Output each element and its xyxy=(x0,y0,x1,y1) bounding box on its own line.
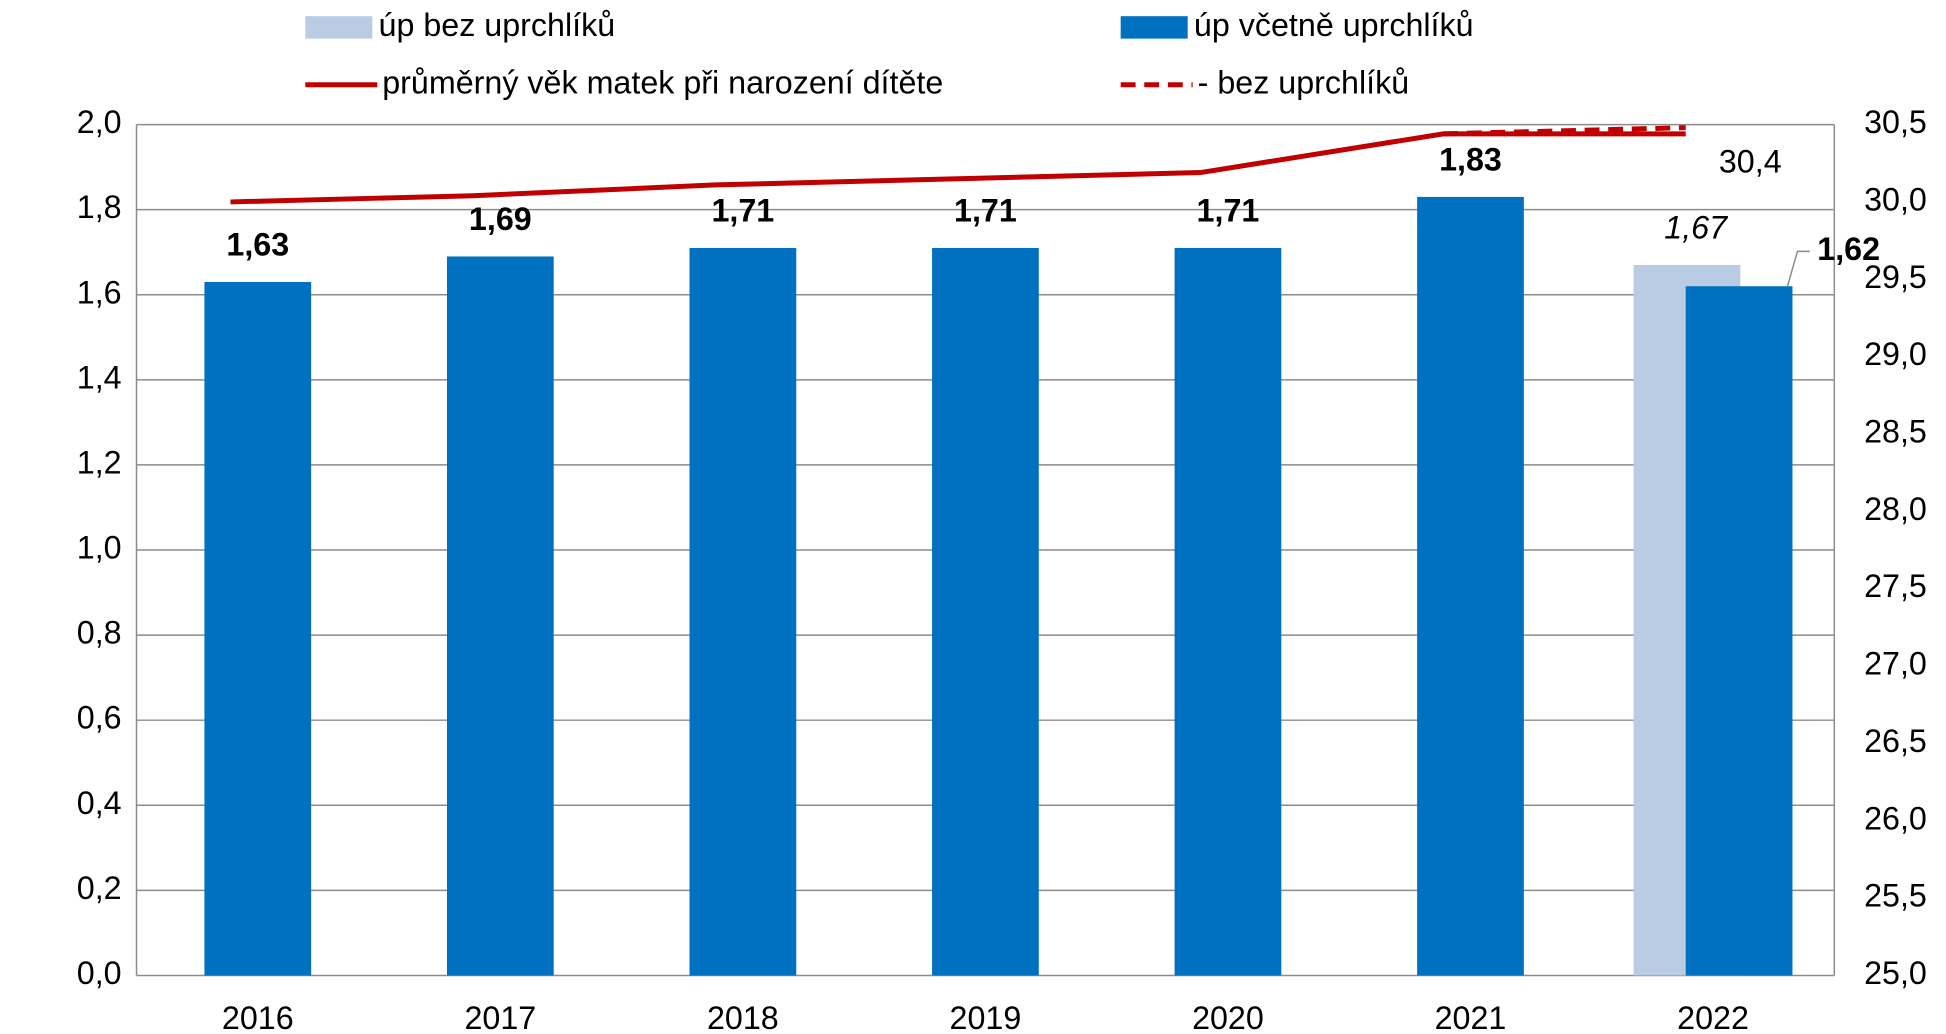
y-tick-label: 1,0 xyxy=(77,530,122,566)
y-tick-label: 0,8 xyxy=(77,615,122,651)
data-label: 1,63 xyxy=(226,227,289,263)
y-tick-label: 0,4 xyxy=(77,785,122,821)
x-tick-label: 2017 xyxy=(464,1000,536,1034)
x-tick-label: 2021 xyxy=(1435,1000,1507,1034)
data-label: 1,62 xyxy=(1817,231,1880,267)
y-tick-label: 2,0 xyxy=(77,104,122,140)
y-tick-label: 0,2 xyxy=(77,870,122,906)
data-label: 1,71 xyxy=(954,193,1017,229)
y-tick-label: 1,6 xyxy=(77,274,122,310)
y2-tick-label: 30,0 xyxy=(1864,181,1927,217)
y-tick-label: 1,2 xyxy=(77,444,122,480)
x-tick-label: 2022 xyxy=(1677,1000,1749,1034)
bar xyxy=(689,247,797,976)
y2-tick-label: 25,0 xyxy=(1864,955,1927,991)
legend-label: - bez uprchlíků xyxy=(1198,64,1410,100)
bar xyxy=(932,247,1039,976)
legend-label: průměrný věk matek při narození dítěte xyxy=(382,64,943,100)
y-tick-label: 0,0 xyxy=(77,955,122,991)
legend-label: úp včetně uprchlíků xyxy=(1194,7,1474,43)
bar xyxy=(1174,247,1282,976)
data-label: 1,83 xyxy=(1439,142,1502,178)
x-tick-label: 2020 xyxy=(1192,1000,1264,1034)
x-tick-label: 2018 xyxy=(707,1000,779,1034)
y2-tick-label: 26,5 xyxy=(1864,723,1927,759)
y2-tick-label: 25,5 xyxy=(1864,878,1927,914)
y2-tick-label: 29,5 xyxy=(1864,259,1927,295)
bar xyxy=(446,256,554,976)
data-label: 1,69 xyxy=(469,201,532,237)
data-label: 1,67 xyxy=(1664,210,1728,246)
y-tick-label: 1,8 xyxy=(77,189,122,225)
y2-tick-label: 26,0 xyxy=(1864,800,1927,836)
y2-tick-label: 27,0 xyxy=(1864,646,1927,682)
bar xyxy=(1685,286,1793,976)
bar xyxy=(1417,196,1524,976)
legend-label: úp bez uprchlíků xyxy=(379,7,616,43)
y2-tick-label: 28,5 xyxy=(1864,413,1927,449)
line-series xyxy=(1443,125,1686,137)
legend-swatch xyxy=(1120,16,1188,39)
y2-tick-label: 29,0 xyxy=(1864,336,1927,372)
leader-line xyxy=(1786,250,1810,287)
y-tick-label: 1,4 xyxy=(77,359,122,395)
legend-swatch xyxy=(305,16,373,39)
x-tick-label: 2019 xyxy=(950,1000,1022,1034)
x-tick-label: 2016 xyxy=(222,1000,294,1034)
data-label: 30,4 xyxy=(1719,143,1782,179)
y-tick-label: 0,6 xyxy=(77,700,122,736)
y2-tick-label: 30,5 xyxy=(1864,104,1927,140)
y2-tick-label: 28,0 xyxy=(1864,491,1927,527)
data-label: 1,71 xyxy=(711,193,774,229)
bar xyxy=(204,281,312,976)
data-label: 1,71 xyxy=(1197,193,1260,229)
y2-tick-label: 27,5 xyxy=(1864,568,1927,604)
